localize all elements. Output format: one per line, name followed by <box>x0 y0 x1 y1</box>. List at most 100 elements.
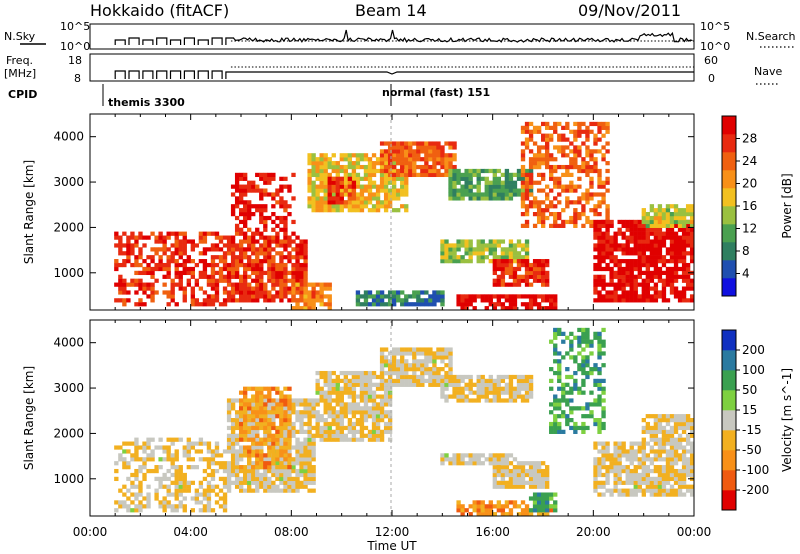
heatmap-cell <box>496 508 502 513</box>
heatmap-cell <box>283 290 288 295</box>
heatmap-cell <box>251 480 256 485</box>
heatmap-cell <box>259 282 264 287</box>
heatmap-cell <box>669 266 675 272</box>
heatmap-cell <box>476 180 481 185</box>
heatmap-cell <box>536 157 542 162</box>
heatmap-cell <box>259 290 264 295</box>
heatmap-cell <box>605 231 610 236</box>
heatmap-cell <box>516 251 522 256</box>
heatmap-cell <box>170 290 175 295</box>
heatmap-cell <box>653 453 659 458</box>
heatmap-cell <box>508 196 514 201</box>
heatmap-cell <box>400 184 405 189</box>
heatmap-cell <box>464 508 469 513</box>
heatmap-cell <box>202 457 208 462</box>
heatmap-cell <box>528 180 534 185</box>
heatmap-cell <box>633 465 638 470</box>
heatmap-cell <box>259 231 264 236</box>
heatmap-cell <box>251 429 256 434</box>
y-tick-label: 4000 <box>53 130 84 144</box>
heatmap-cell <box>593 476 598 482</box>
heatmap-cell <box>524 262 530 268</box>
colorbar-segment <box>722 410 736 431</box>
heatmap-cell <box>480 239 485 244</box>
heatmap-cell <box>625 453 630 458</box>
heatmap-cell <box>291 278 296 283</box>
heatmap-cell <box>633 449 638 454</box>
heatmap-cell <box>343 437 349 442</box>
heatmap-cell <box>311 161 316 166</box>
heatmap-cell <box>480 247 485 252</box>
colorbar-segment <box>722 242 736 261</box>
heatmap-cell <box>500 255 506 260</box>
heatmap-cell <box>645 457 651 462</box>
heatmap-cell <box>311 453 316 458</box>
heatmap-cell <box>597 465 602 470</box>
heatmap-cell <box>653 270 659 276</box>
heatmap-cell <box>383 421 389 427</box>
heatmap-cell <box>295 484 300 489</box>
heatmap-cell <box>512 390 518 395</box>
heatmap-cell <box>573 164 578 170</box>
heatmap-cell <box>673 488 679 493</box>
heatmap-cell <box>118 504 123 509</box>
heatmap-cell <box>383 302 389 307</box>
freq-panel: Freq. [MHz] 18 8 60 0 Nave <box>4 53 782 85</box>
heatmap-cell <box>520 184 526 189</box>
heatmap-cell <box>641 247 646 252</box>
heatmap-cell <box>259 196 264 201</box>
heatmap-cell <box>508 302 514 307</box>
heatmap-cell <box>540 472 546 478</box>
heatmap-cell <box>609 457 614 462</box>
heatmap-cell <box>267 402 272 407</box>
heatmap-cell <box>291 247 296 252</box>
heatmap-cell <box>375 374 381 380</box>
heatmap-cell <box>621 223 626 228</box>
heatmap-cell <box>617 461 622 466</box>
heatmap-cell <box>279 410 284 415</box>
heatmap-cell <box>661 433 667 438</box>
heatmap-cell <box>214 492 220 497</box>
heatmap-cell <box>665 212 671 217</box>
heatmap-cell <box>545 512 550 517</box>
heatmap-cell <box>609 461 614 466</box>
heatmap-cell <box>247 433 252 438</box>
heatmap-cell <box>569 200 574 205</box>
heatmap-cell <box>383 398 389 403</box>
heatmap-cell <box>299 278 304 283</box>
heatmap-cell <box>649 449 655 454</box>
heatmap-cell <box>472 298 477 303</box>
heatmap-cell <box>581 157 586 162</box>
heatmap-cell <box>243 290 248 295</box>
heatmap-cell <box>428 382 433 387</box>
heatmap-cell <box>549 492 554 497</box>
heatmap-cell <box>323 433 328 438</box>
heatmap-cell <box>589 410 594 415</box>
heatmap-cell <box>122 465 127 470</box>
heatmap-cell <box>118 274 123 279</box>
heatmap-cell <box>440 374 445 380</box>
heatmap-cell <box>259 270 264 276</box>
heatmap-cell <box>267 192 272 197</box>
heatmap-cell <box>432 290 437 295</box>
heatmap-cell <box>359 398 365 403</box>
heatmap-cell <box>573 149 578 154</box>
heatmap-cell <box>210 282 216 287</box>
heatmap-cell <box>520 472 526 478</box>
heatmap-cell <box>669 286 675 291</box>
heatmap-cell <box>665 476 671 482</box>
heatmap-cell <box>275 192 280 197</box>
heatmap-cell <box>540 133 546 138</box>
heatmap-cell <box>396 172 401 178</box>
heatmap-cell <box>275 468 280 474</box>
heatmap-cell <box>263 472 268 478</box>
heatmap-cell <box>383 180 389 185</box>
heatmap-cell <box>238 278 244 283</box>
heatmap-cell <box>271 472 276 478</box>
heatmap-cell <box>198 231 204 236</box>
heatmap-cell <box>351 168 357 174</box>
heatmap-cell <box>263 410 268 415</box>
heatmap-cell <box>387 359 393 364</box>
heatmap-cell <box>524 141 530 146</box>
heatmap-cell <box>532 302 538 307</box>
